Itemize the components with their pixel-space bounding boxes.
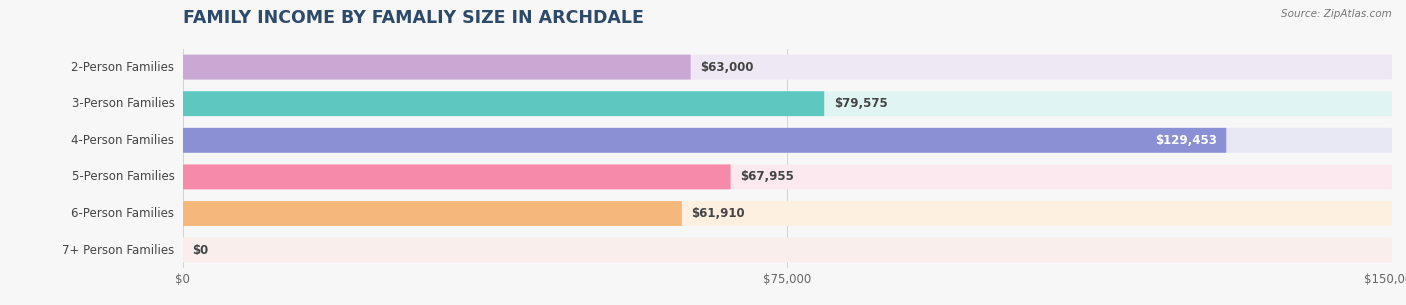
FancyBboxPatch shape [183, 91, 824, 116]
Text: $63,000: $63,000 [700, 61, 754, 74]
Text: 7+ Person Families: 7+ Person Families [62, 244, 174, 257]
Text: 5-Person Families: 5-Person Families [72, 170, 174, 183]
FancyBboxPatch shape [183, 128, 1392, 153]
Text: $67,955: $67,955 [740, 170, 794, 183]
FancyBboxPatch shape [183, 91, 1392, 116]
Text: Source: ZipAtlas.com: Source: ZipAtlas.com [1281, 9, 1392, 19]
Text: $0: $0 [193, 244, 208, 257]
Text: 4-Person Families: 4-Person Families [72, 134, 174, 147]
Text: 3-Person Families: 3-Person Families [72, 97, 174, 110]
FancyBboxPatch shape [183, 55, 690, 80]
FancyBboxPatch shape [183, 55, 1392, 80]
Text: $79,575: $79,575 [834, 97, 887, 110]
Text: $61,910: $61,910 [692, 207, 745, 220]
FancyBboxPatch shape [183, 164, 731, 189]
FancyBboxPatch shape [183, 238, 1392, 263]
Text: $129,453: $129,453 [1154, 134, 1216, 147]
FancyBboxPatch shape [183, 164, 1392, 189]
FancyBboxPatch shape [183, 128, 1226, 153]
FancyBboxPatch shape [183, 201, 682, 226]
Text: FAMILY INCOME BY FAMALIY SIZE IN ARCHDALE: FAMILY INCOME BY FAMALIY SIZE IN ARCHDAL… [183, 9, 644, 27]
FancyBboxPatch shape [183, 201, 1392, 226]
Text: 6-Person Families: 6-Person Families [72, 207, 174, 220]
Text: 2-Person Families: 2-Person Families [72, 61, 174, 74]
